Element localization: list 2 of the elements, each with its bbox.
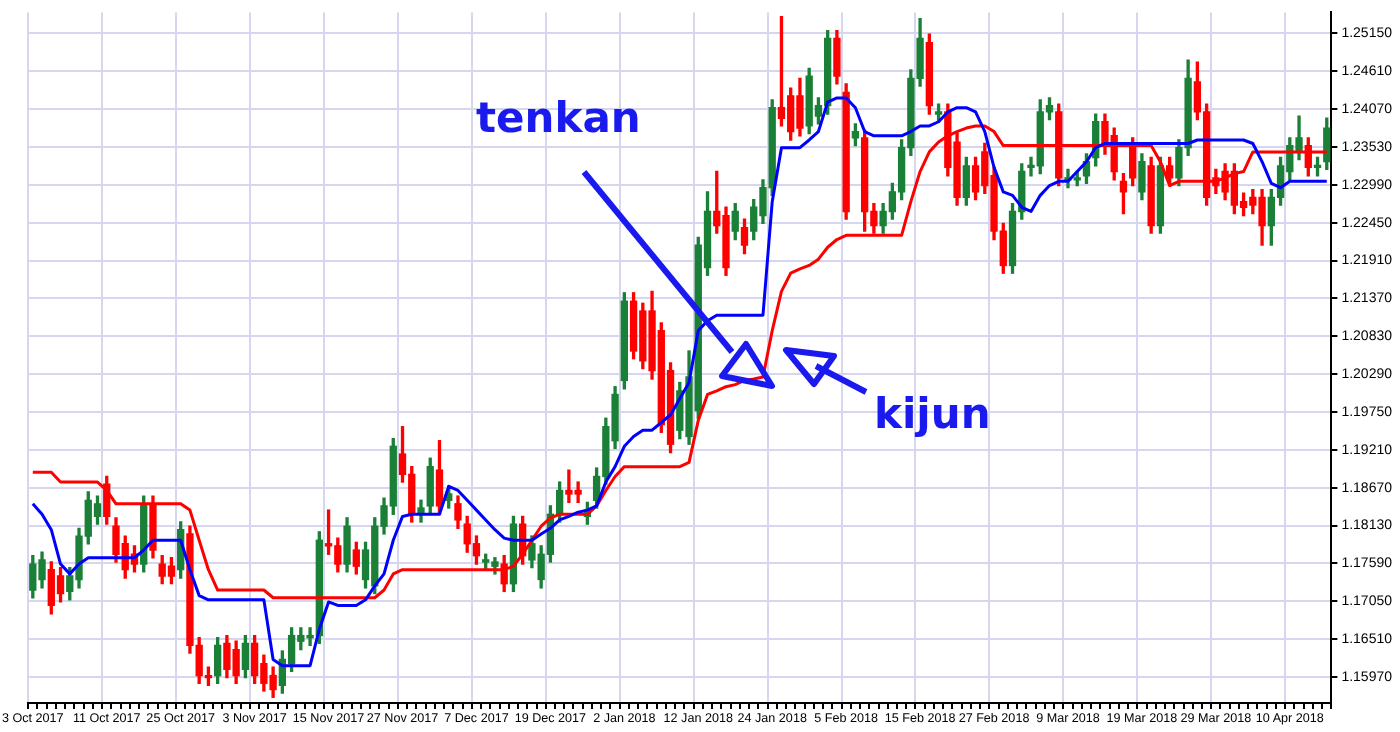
- annotation: tenkan: [476, 94, 641, 142]
- annotation: kijun: [874, 390, 991, 438]
